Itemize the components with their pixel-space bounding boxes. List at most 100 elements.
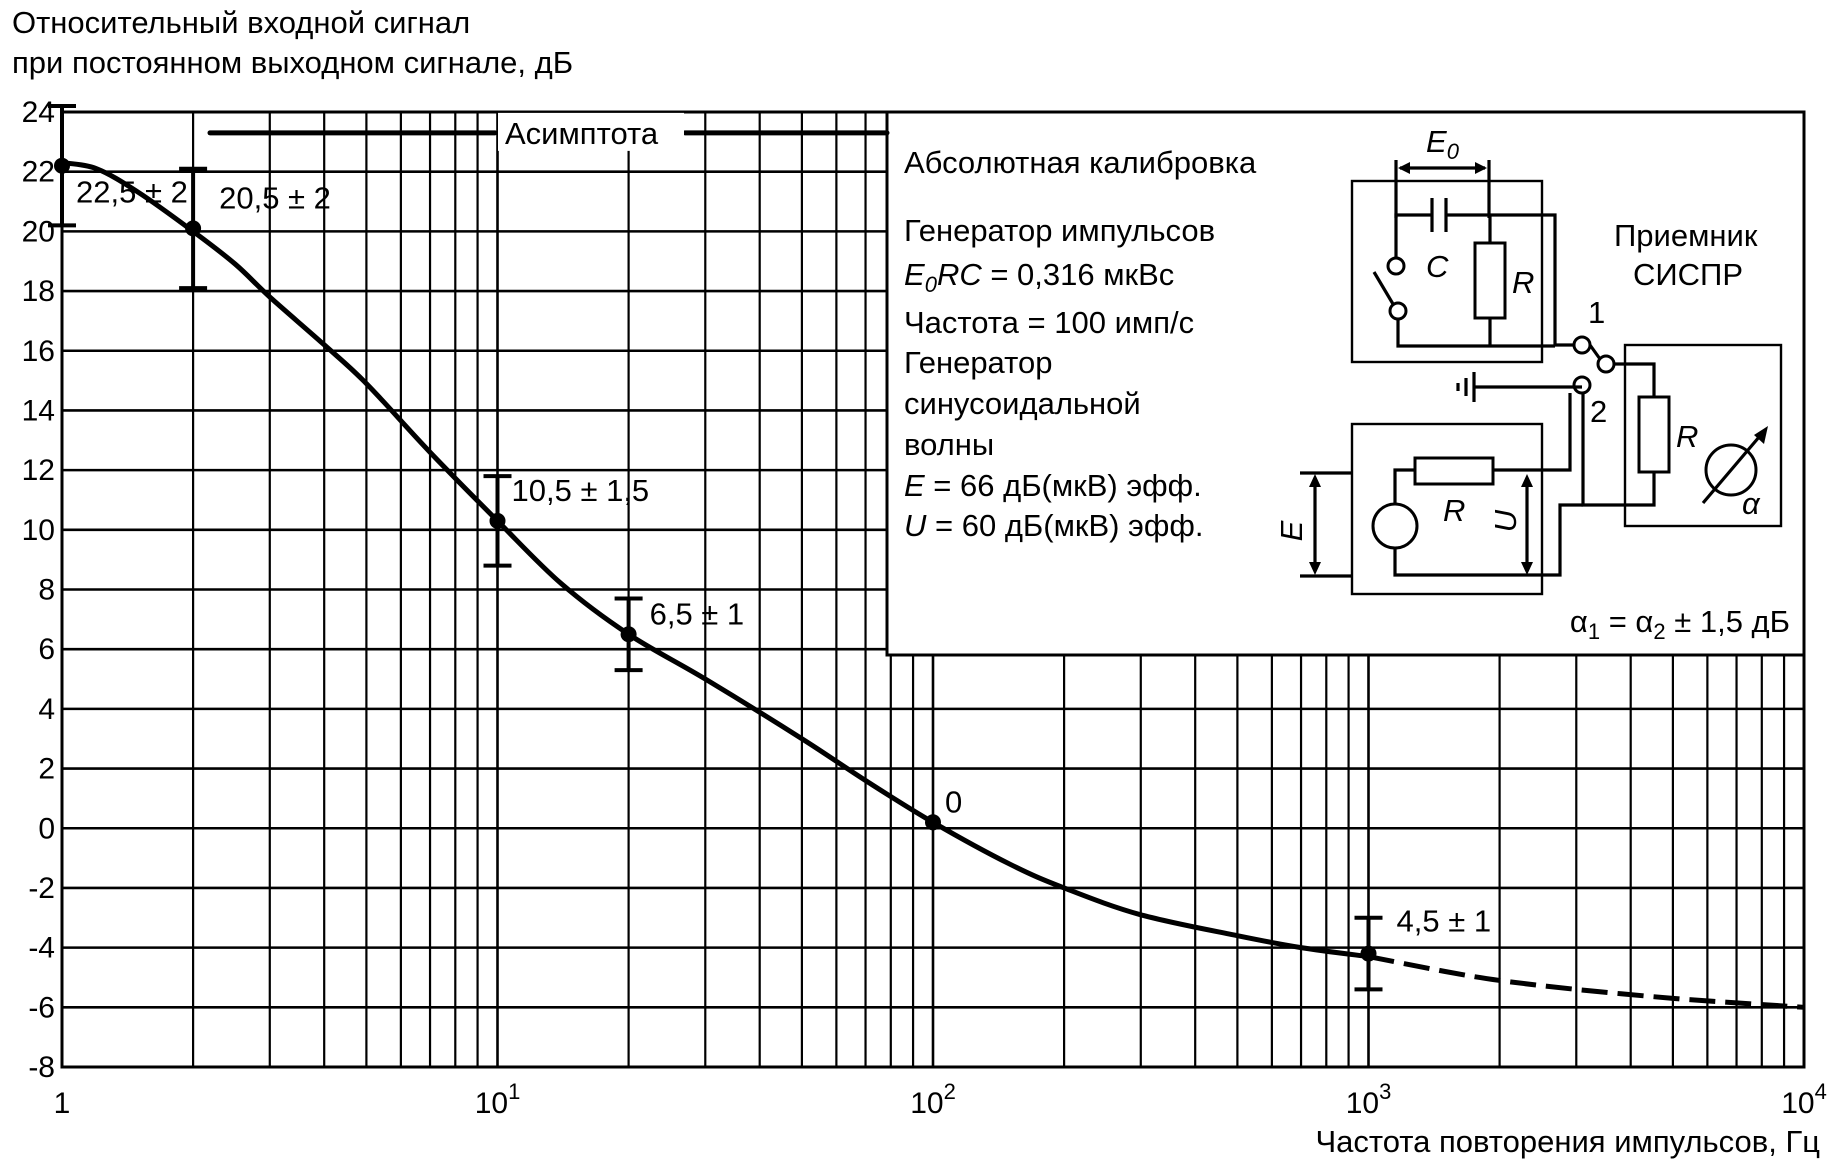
calibration-box	[885, 110, 1806, 657]
y-tick-label: 22	[22, 156, 55, 189]
frequency-line: Частота = 100 имп/с	[904, 305, 1194, 340]
u-symbol: U	[904, 508, 927, 543]
receiver-resistor	[1637, 395, 1671, 474]
meter-needle	[1701, 428, 1767, 505]
x-tick-label: 104	[1781, 1079, 1827, 1120]
response-curve	[59, 160, 1371, 960]
selector-contact-1	[1572, 335, 1592, 355]
extrapolated-curve	[1368, 954, 1805, 1010]
e0-label: E0	[1426, 124, 1460, 164]
y-tick-label: 16	[22, 335, 55, 368]
x-tick-label: 102	[910, 1079, 956, 1120]
capacitor-label: C	[1426, 249, 1449, 284]
y-tick-label: 8	[38, 574, 55, 607]
calibration-schematic: E0 C R Приемник СИСПР 1 2 R	[1274, 124, 1790, 644]
e-dim-label: E	[1274, 520, 1309, 541]
x-tick-base: 1	[54, 1087, 71, 1120]
alpha-2-symbol: = α	[1600, 604, 1653, 639]
data-point	[185, 220, 202, 237]
data-point	[54, 157, 70, 174]
receiver-wire-top	[1614, 362, 1656, 397]
data-point	[1360, 945, 1377, 962]
y-tick-label: -4	[28, 932, 55, 965]
x-tick-exponent: 4	[1815, 1079, 1827, 1104]
receiver-resistor-label: R	[1676, 419, 1698, 454]
switch-contact-bottom	[1388, 301, 1408, 321]
receiver-wire-bottom	[1581, 393, 1656, 507]
data-point-label: 10,5 ± 1,5	[512, 473, 650, 508]
x-tick-label: 101	[475, 1079, 521, 1120]
calibration-title: Абсолютная калибровка	[904, 145, 1257, 180]
y-tick-label: 20	[22, 215, 55, 248]
y-tick-label: 18	[22, 275, 55, 308]
sine-generator-enclosure	[1350, 422, 1544, 596]
alpha-tolerance: ± 1,5 дБ	[1666, 604, 1790, 639]
pulse-wire-left	[1394, 213, 1432, 257]
y-tick-label: 10	[22, 514, 55, 547]
data-point	[925, 814, 941, 831]
data-point-label: 0	[945, 784, 962, 819]
e0-subscript: 0	[1447, 139, 1460, 164]
e-value: = 66 дБ(мкВ) эфф.	[925, 468, 1202, 503]
x-tick-exponent: 1	[508, 1079, 520, 1104]
meter-needle-arrowhead	[1754, 426, 1768, 444]
switch-position-1: 1	[1588, 295, 1605, 330]
asymptote: Асимптота	[207, 112, 890, 151]
x-tick-label: 1	[54, 1087, 71, 1120]
alpha-1-symbol: α	[1570, 604, 1588, 639]
pulse-wire-top	[1446, 213, 1557, 345]
sine-wire-top	[1493, 393, 1572, 472]
e0-symbol: E	[1426, 124, 1447, 159]
e0rc-value: = 0,316 мкВс	[982, 257, 1175, 292]
plot-frame	[60, 110, 1806, 1069]
data-point	[489, 512, 506, 529]
asymptote-label-background	[498, 112, 684, 151]
x-tick-exponent: 3	[1379, 1079, 1391, 1104]
e0rc-line: E0RC = 0,316 мкВс	[904, 257, 1174, 297]
y-tick-label: -8	[28, 1051, 55, 1084]
calibration-text: Абсолютная калибровка Генератор импульсо…	[904, 145, 1257, 543]
y-tick-label: 24	[22, 96, 55, 129]
receiver-label-line-1: Приемник	[1614, 218, 1758, 253]
sine-generator-line-2: синусоидальной	[904, 386, 1141, 421]
e-value-line: E = 66 дБ(мкВ) эфф.	[904, 468, 1202, 503]
sine-source-icon	[1371, 502, 1419, 550]
switch-contact-top	[1386, 256, 1406, 276]
selector-arm	[1588, 344, 1602, 360]
sine-wire-bottom	[1393, 503, 1583, 577]
pulse-generator-enclosure	[1350, 179, 1544, 364]
receiver-enclosure	[1623, 343, 1783, 528]
selector-contact-2	[1572, 375, 1592, 395]
u-dim-label: U	[1488, 509, 1523, 532]
x-axis-title: Частота повторения импульсов, Гц	[1315, 1124, 1820, 1159]
x-tick-exponent: 2	[944, 1079, 956, 1104]
y-tick-label: 4	[38, 693, 55, 726]
u-value: = 60 дБ(мкВ) эфф.	[926, 508, 1203, 543]
y-tick-label: 0	[38, 812, 55, 845]
y-tick-label: 2	[38, 753, 55, 786]
x-tick-base: 10	[910, 1087, 943, 1120]
sine-generator-line-1: Генератор	[904, 345, 1052, 380]
switch-arm	[1372, 271, 1395, 305]
asymptote-label: Асимптота	[505, 116, 659, 151]
pulse-generator-label: Генератор импульсов	[904, 213, 1215, 248]
x-tick-labels: 1 101 102 103 104	[54, 1079, 1827, 1120]
sine-resistor	[1413, 456, 1495, 486]
alpha-2-subscript: 2	[1653, 619, 1665, 644]
y-tick-label: -6	[28, 991, 55, 1024]
y-tick-label: 14	[22, 394, 55, 427]
x-tick-base: 10	[475, 1087, 508, 1120]
x-tick-label: 103	[1346, 1079, 1392, 1120]
data-point-label: 4,5 ± 1	[1397, 904, 1492, 939]
e0rc-subscript: 0	[925, 272, 938, 297]
e0rc-symbol: E	[904, 257, 925, 292]
receiver-label-line-2: СИСПР	[1633, 257, 1743, 292]
y-tick-label: 6	[38, 633, 55, 666]
alpha-equality: α1 = α2 ± 1,5 дБ	[1570, 604, 1790, 644]
data-points: 22,5 ± 2 20,5 ± 2 10,5 ± 1,5 6,5 ± 1 0 4,5 ± …	[48, 104, 1492, 992]
data-point	[620, 626, 637, 643]
resistor-r	[1473, 241, 1507, 320]
y-axis-title-line-1: Относительный входной сигнал	[12, 5, 470, 40]
